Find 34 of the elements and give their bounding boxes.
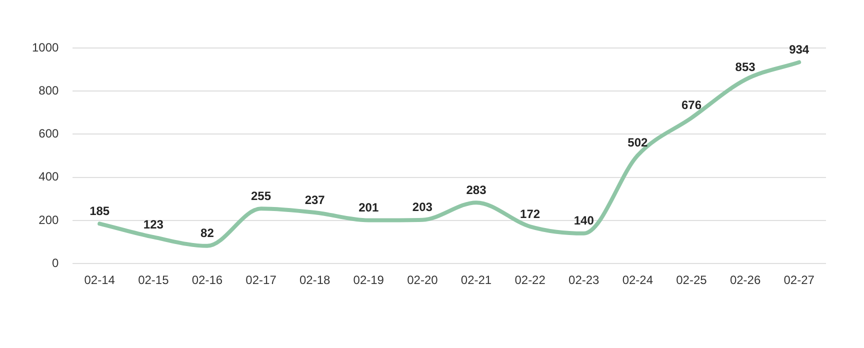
data-label: 934 [789,42,810,57]
x-tick-label: 02-24 [622,273,654,288]
data-label: 255 [251,188,272,203]
y-tick-label: 0 [52,256,60,270]
data-label: 185 [90,204,110,218]
data-label: 676 [681,98,702,112]
y-tick-label: 600 [38,126,60,141]
data-label: 283 [466,182,487,197]
data-label: 853 [735,60,756,74]
data-label: 172 [520,206,540,221]
x-tick-label: 02-16 [192,273,223,288]
data-label: 82 [200,226,214,240]
x-tick-label: 02-15 [138,273,170,288]
x-tick-label: 02-21 [460,273,492,288]
x-tick-label: 02-14 [84,273,116,288]
x-tick-label: 02-25 [676,273,708,288]
x-tick-label: 02-27 [784,273,815,288]
x-tick-label: 02-18 [299,273,330,288]
data-label: 140 [574,214,594,228]
data-label: 123 [143,217,164,232]
x-tick-label: 02-23 [568,273,600,288]
x-tick-label: 02-17 [246,273,277,288]
data-label: 203 [412,200,433,214]
x-tick-label: 02-26 [730,273,761,288]
y-tick-label: 400 [38,170,60,184]
x-tick-label: 02-20 [407,273,438,288]
y-tick-label: 200 [38,212,60,227]
y-tick-label: 1000 [32,40,60,54]
data-label: 201 [358,200,379,215]
data-label: 502 [628,136,648,150]
y-tick-label: 800 [38,83,60,98]
x-tick-label: 02-19 [353,273,384,288]
x-tick-label: 02-22 [514,273,546,288]
data-label: 237 [304,192,326,207]
